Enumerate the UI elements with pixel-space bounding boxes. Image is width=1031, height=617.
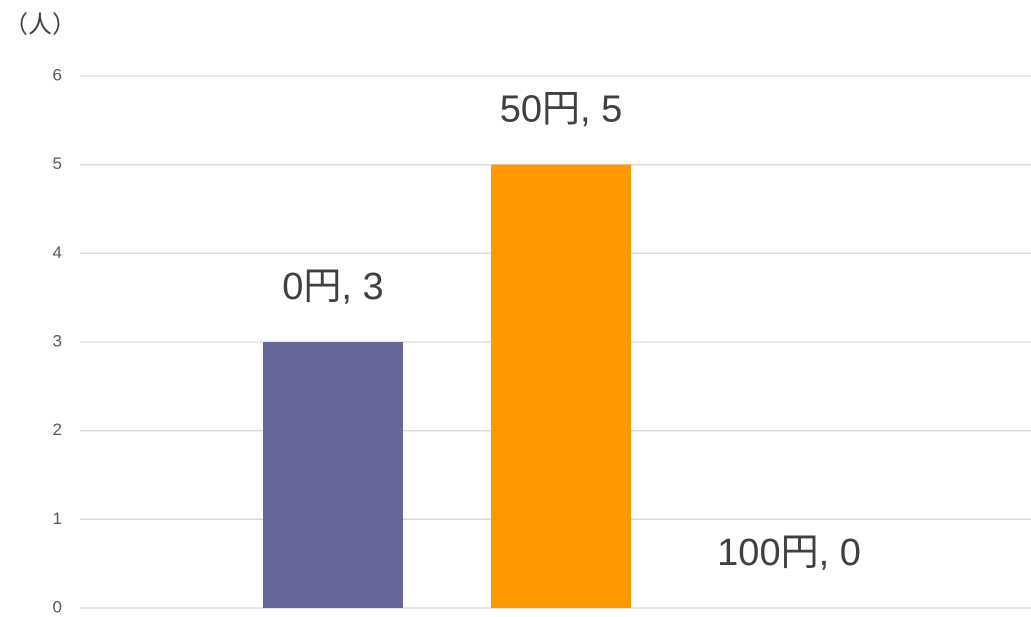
y-axis-label: （人） [4, 11, 76, 38]
y-tick-label: 2 [53, 420, 62, 439]
data-label: 0円, 3 [282, 266, 383, 308]
y-tick-label: 5 [53, 154, 62, 173]
y-tick-label: 4 [53, 243, 62, 262]
y-tick-label: 1 [53, 509, 62, 528]
y-tick-label: 6 [53, 65, 62, 84]
data-label: 50円, 5 [500, 89, 623, 131]
y-tick-label: 0 [53, 597, 62, 616]
y-tick-label: 3 [53, 331, 62, 350]
data-label: 100円, 0 [717, 532, 861, 574]
bar [263, 342, 403, 608]
bar [491, 164, 631, 608]
